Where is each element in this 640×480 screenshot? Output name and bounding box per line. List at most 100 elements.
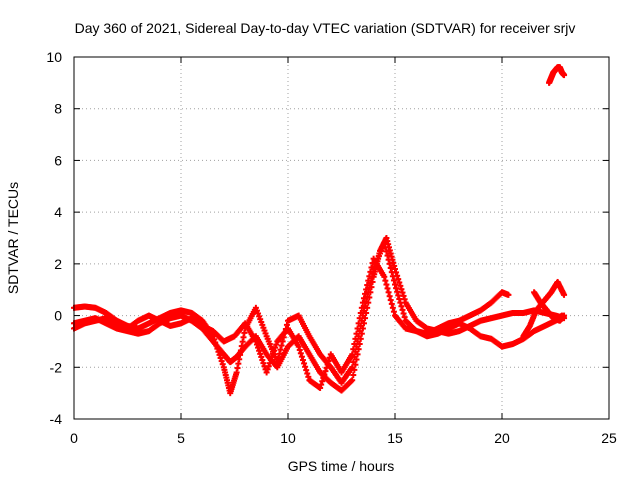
data-point-marker [401, 314, 408, 321]
data-point-marker [365, 277, 372, 284]
data-point-marker [384, 285, 391, 292]
series-track-3 [71, 255, 565, 391]
series-track-5 [531, 289, 568, 324]
data-point-marker [367, 268, 374, 275]
data-point-marker [259, 357, 266, 364]
data-point-marker [301, 360, 308, 367]
x-tick-label: 25 [601, 430, 617, 446]
data-point-marker [400, 292, 407, 299]
data-point-marker [368, 264, 375, 271]
data-point-marker [362, 303, 369, 310]
data-point-marker [401, 296, 408, 303]
x-tick-label: 5 [177, 430, 185, 446]
data-point-marker [390, 277, 397, 284]
data-point-marker [255, 344, 262, 351]
data-point-marker [213, 342, 220, 349]
y-tick-label: 8 [54, 101, 62, 117]
data-point-marker [323, 364, 330, 371]
data-point-marker [350, 359, 357, 366]
data-point-marker [400, 310, 407, 317]
data-point [295, 343, 302, 350]
data-point-marker [253, 341, 260, 348]
data-point-marker [298, 353, 305, 360]
data-point-marker [398, 286, 405, 293]
data-point-marker [384, 252, 391, 259]
data-point [263, 369, 270, 376]
data-point-marker [387, 297, 394, 304]
data-point-marker [319, 378, 326, 385]
data-point-marker [304, 370, 311, 377]
data-point-marker [266, 360, 273, 367]
data-point [349, 364, 356, 371]
data-point-marker [299, 357, 306, 364]
data-point-marker [321, 371, 328, 378]
x-tick-label: 10 [280, 430, 296, 446]
data-point-marker [318, 381, 325, 388]
data-point-marker [387, 264, 394, 271]
data-point-marker [322, 368, 329, 375]
data-point-marker [360, 307, 367, 314]
data-point-marker [218, 358, 225, 365]
plot-frame [73, 56, 610, 420]
data-point-marker [265, 363, 272, 370]
data-point-marker [260, 360, 267, 367]
data-point-marker [389, 273, 396, 280]
data-point-marker [390, 308, 397, 315]
data-point-marker [394, 288, 401, 295]
data-point-marker [360, 295, 367, 302]
grid [74, 57, 609, 419]
data-point [210, 333, 217, 340]
y-tick-label: 4 [54, 204, 62, 220]
series-track-4 [520, 278, 568, 340]
data-point-marker [273, 341, 280, 348]
data-point-marker [351, 341, 358, 348]
x-tick-label: 0 [70, 430, 78, 446]
data-point-marker [268, 353, 275, 360]
data-point-marker [264, 366, 271, 373]
data-point [505, 291, 512, 298]
data-point [349, 377, 356, 384]
data-point-marker [396, 296, 403, 303]
data-point-marker [385, 289, 392, 296]
data-point-marker [358, 304, 365, 311]
series-track-6 [546, 64, 568, 86]
data-point-marker [277, 346, 284, 353]
y-tick-label: -4 [50, 411, 63, 427]
data-point-marker [399, 289, 406, 296]
y-tick-label: 0 [54, 308, 62, 324]
y-tick-label: 2 [54, 256, 62, 272]
data-point [381, 240, 388, 247]
data-point-marker [383, 248, 390, 255]
data-point-marker [270, 350, 277, 357]
data-point-marker [214, 345, 221, 352]
data-point-marker [271, 347, 278, 354]
data-point-marker [362, 290, 369, 297]
data-point [392, 281, 398, 288]
data-point-marker [279, 338, 286, 345]
data-point-marker [350, 346, 357, 353]
data-point-marker [388, 300, 395, 307]
data-point [561, 72, 568, 79]
data-point-marker [256, 347, 263, 354]
data-point-marker [302, 363, 309, 370]
data-point [349, 351, 356, 358]
data-point-marker [366, 273, 373, 280]
data-point-marker [382, 244, 389, 251]
data-point-marker [257, 350, 264, 357]
data-point-marker [216, 351, 223, 358]
data-point-marker [278, 342, 285, 349]
data-point-marker [354, 325, 361, 332]
data-point-marker [396, 279, 403, 286]
data-point-marker [272, 344, 279, 351]
data-point-marker [219, 361, 226, 368]
data-point [561, 312, 568, 319]
data-point-marker [320, 374, 327, 381]
data-point-marker [355, 320, 362, 327]
data-point [381, 273, 388, 280]
data-point-marker [395, 276, 402, 283]
data-point-marker [324, 361, 331, 368]
data-point-marker [212, 339, 219, 346]
data-point-marker [398, 303, 405, 310]
data-point-marker [395, 292, 402, 299]
data-point-marker [353, 330, 360, 337]
